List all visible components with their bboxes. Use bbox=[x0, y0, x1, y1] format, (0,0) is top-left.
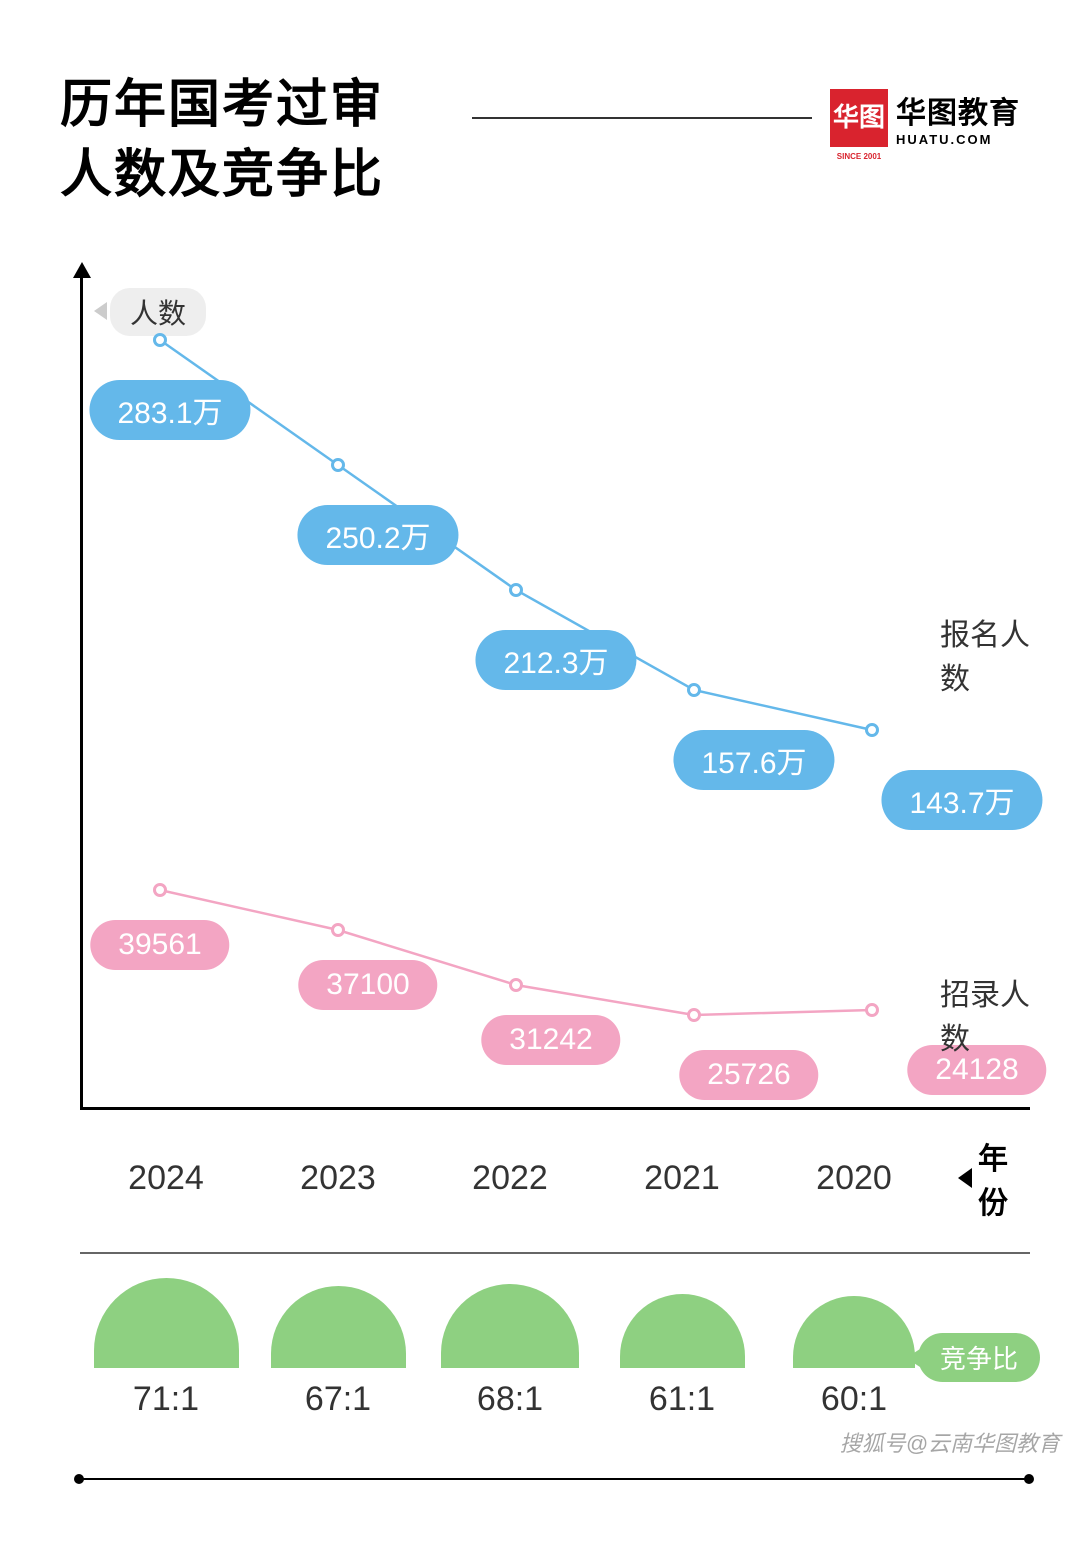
value-badge: 31242 bbox=[481, 1015, 620, 1065]
bottom-axis-dot bbox=[1024, 1474, 1034, 1484]
logo-cn: 华图教育 bbox=[896, 88, 1020, 132]
value-badge: 37100 bbox=[298, 960, 437, 1010]
logo-text: 华图教育 HUATU.COM bbox=[896, 88, 1020, 147]
logo-mark-text: 华图 bbox=[833, 106, 885, 129]
ratio-hump bbox=[441, 1284, 579, 1368]
title-line-1: 历年国考过审 bbox=[60, 70, 384, 140]
data-point bbox=[509, 978, 523, 992]
value-badge: 283.1万 bbox=[89, 380, 250, 440]
header: 历年国考过审 人数及竞争比 华图 SINCE 2001 华图教育 HUATU.C… bbox=[0, 0, 1080, 230]
ratio-value: 71:1 bbox=[80, 1380, 252, 1419]
page-title: 历年国考过审 人数及竞争比 bbox=[60, 70, 384, 210]
logo-since: SINCE 2001 bbox=[837, 153, 881, 160]
x-axis-label: 年份 bbox=[958, 1134, 1030, 1222]
data-point bbox=[153, 883, 167, 897]
ratio-value: 60:1 bbox=[768, 1380, 940, 1419]
series-label-applicants: 报名人数 bbox=[940, 610, 1030, 698]
ratio-values-row: 71:1 67:1 68:1 61:1 60:1 bbox=[80, 1380, 1030, 1419]
year-cell: 2020 bbox=[768, 1159, 940, 1198]
bottom-axis-dot bbox=[74, 1474, 84, 1484]
year-cell: 2024 bbox=[80, 1159, 252, 1198]
bottom-axis-line bbox=[80, 1478, 1030, 1480]
data-point bbox=[687, 1008, 701, 1022]
data-point bbox=[865, 1003, 879, 1017]
logo-mark: 华图 SINCE 2001 bbox=[830, 89, 888, 147]
value-badge: 212.3万 bbox=[475, 630, 636, 690]
year-cell: 2022 bbox=[424, 1159, 596, 1198]
ratio-value: 68:1 bbox=[424, 1380, 596, 1419]
year-cell: 2023 bbox=[252, 1159, 424, 1198]
value-badge: 25726 bbox=[679, 1050, 818, 1100]
years-row: 2024 2023 2022 2021 2020 年份 bbox=[80, 1134, 1030, 1222]
year-cell: 2021 bbox=[596, 1159, 768, 1198]
header-divider-line bbox=[472, 117, 812, 119]
data-point bbox=[153, 333, 167, 347]
x-axis-label-text: 年份 bbox=[978, 1134, 1030, 1222]
data-point bbox=[331, 458, 345, 472]
ratio-hump bbox=[793, 1296, 915, 1368]
line-chart: 人数 283.1万250.2万212.3万157.6万143.7万3956137… bbox=[80, 270, 1030, 1110]
logo-en: HUATU.COM bbox=[896, 132, 1020, 147]
brand-logo: 华图 SINCE 2001 华图教育 HUATU.COM bbox=[830, 88, 1020, 147]
ratio-hump bbox=[271, 1286, 406, 1368]
ratio-section: 竞争比 71:1 67:1 68:1 61:1 60:1 bbox=[80, 1252, 1030, 1452]
value-badge: 39561 bbox=[90, 920, 229, 970]
ratio-hump bbox=[94, 1278, 239, 1368]
data-point bbox=[687, 683, 701, 697]
left-triangle-icon bbox=[958, 1168, 972, 1188]
ratio-hump bbox=[620, 1294, 745, 1368]
series-label-recruit: 招录人数 bbox=[940, 970, 1030, 1058]
watermark-text: 搜狐号@云南华图教育 bbox=[840, 1426, 1060, 1458]
value-badge: 250.2万 bbox=[297, 505, 458, 565]
ratio-value: 61:1 bbox=[596, 1380, 768, 1419]
data-point bbox=[865, 723, 879, 737]
value-badge: 143.7万 bbox=[881, 770, 1042, 830]
section-divider bbox=[80, 1252, 1030, 1254]
value-badge: 157.6万 bbox=[673, 730, 834, 790]
bottom-axis bbox=[70, 1470, 1030, 1490]
data-point bbox=[331, 923, 345, 937]
data-point bbox=[509, 583, 523, 597]
ratio-humps: 竞争比 bbox=[80, 1278, 1030, 1368]
ratio-value: 67:1 bbox=[252, 1380, 424, 1419]
header-right: 华图 SINCE 2001 华图教育 HUATU.COM bbox=[472, 88, 1020, 147]
title-line-2: 人数及竞争比 bbox=[60, 140, 384, 210]
ratio-label-badge: 竞争比 bbox=[918, 1333, 1040, 1382]
